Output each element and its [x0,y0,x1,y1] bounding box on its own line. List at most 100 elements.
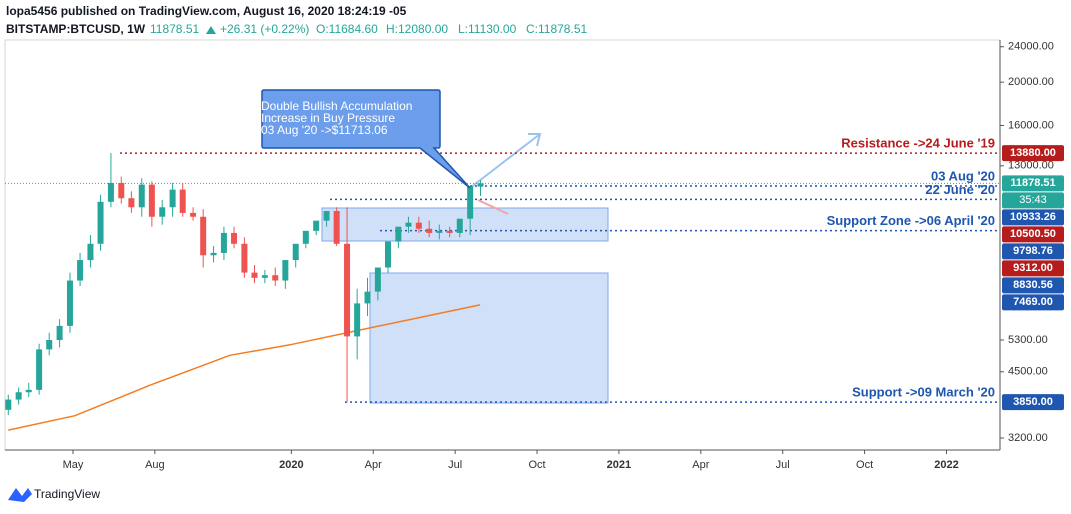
candle-body [159,207,166,217]
candle-body [87,243,94,261]
price-tag-label: 13880.00 [1010,147,1056,159]
support-zone [369,272,609,404]
annotation-label: Resistance ->24 June '19 [841,136,995,151]
price-tag [1002,145,1064,162]
candle-body [66,280,73,326]
callout-box [261,89,471,189]
annotation-label: Support Zone ->06 April '20 [827,213,995,228]
x-tick-label: 2022 [934,459,958,471]
close: C:11878.51 [526,22,587,36]
brand: TradingView [34,487,100,501]
x-tick-label: Apr [692,459,709,471]
symbol: BITSTAMP:BTCUSD, 1W [6,22,146,36]
accumulation-zone [321,207,609,242]
price-tag [1002,175,1064,192]
price-tag [1002,243,1064,260]
price-tag-label: 10500.50 [1010,228,1056,240]
x-tick-label: Aug [145,459,165,471]
moving-average [8,304,481,431]
price-tag [1002,294,1064,311]
price-tag [1002,226,1064,243]
candle-body [446,230,453,233]
candle-body [395,226,402,242]
x-tick-label: 2021 [607,459,631,471]
price-tag [1002,277,1064,294]
high: H:12080.00 [386,22,448,36]
y-tick-label: 20000.00 [1008,76,1054,88]
callout-line: 03 Aug '20 ->$11713.06 [261,123,388,137]
candle-body [261,275,268,278]
last-price: 11878.51 [150,22,199,36]
candle-body [107,182,114,202]
candle-body [36,349,43,390]
candle-body [405,222,412,227]
publisher: lopa5456 published on TradingView.com, A… [6,4,407,18]
x-tick-label: Oct [856,459,873,471]
y-tick-label: 24000.00 [1008,41,1054,53]
candle-body [384,241,391,268]
down-arrow-line [477,199,509,215]
callout-line: Increase in Buy Pressure [261,111,395,125]
x-tick-label: May [63,459,84,471]
candle-body [467,186,474,219]
price-tag-label: 3850.00 [1013,396,1053,408]
candle-body [128,198,135,208]
annotation-label: 03 Aug '20 [931,168,995,183]
open: O:11684.60 [316,22,378,36]
up-arrow-head [528,133,542,147]
y-tick-label: 16000.00 [1008,119,1054,131]
y-tick-label: 4500.00 [1008,366,1048,378]
candle-body [25,389,32,393]
candle-body [415,222,422,229]
candle-body [138,184,145,208]
price-tag [1002,209,1064,226]
candle-body [292,243,299,261]
countdown-tag [1002,192,1064,209]
candle-body [118,182,125,199]
price-tag [1002,394,1064,411]
candle-body [97,201,104,244]
price-tag-label: 10933.26 [1010,211,1056,223]
logo [8,488,32,502]
candle-body [272,275,279,281]
price-tag-label: 9798.76 [1013,245,1053,257]
low: L:11130.00 [458,22,517,36]
candle-body [200,216,207,256]
candle-body [323,211,330,221]
candle-body [344,243,351,337]
plot: 24000.00 20000.00 16000.00 13000.00 5300.00 4… [5,41,1064,471]
candle-body [169,189,176,208]
price-tag [1002,260,1064,277]
y-tick-label: 13000.00 [1008,160,1054,172]
x-tick-label: Jul [448,459,462,471]
candle-body [436,230,443,233]
candle-body [179,189,186,213]
y-tick-label: 3200.00 [1008,432,1048,444]
candle-body [241,243,248,273]
x-tick-label: 2020 [279,459,303,471]
x-tick-label: Oct [528,459,545,471]
candle-body [282,260,289,281]
candle-body [364,291,371,304]
up-arrow-line [469,133,541,189]
candle-body [46,340,53,350]
price-tag-label: 11878.51 [1010,177,1055,189]
up-arrow [206,26,216,34]
candle-body [302,230,309,244]
candle-body [251,272,258,278]
countdown: 35:43 [1019,194,1047,206]
annotation-label: 22 June '20 [925,182,995,197]
candle-body [77,260,84,281]
candle-body [5,399,12,410]
x-tick-label: Apr [365,459,382,471]
change: +26.31 (+0.22%) [220,22,309,36]
y-tick-label: 5300.00 [1008,334,1048,346]
candle-body [148,184,155,217]
candle-body [190,212,197,217]
candle-body [210,252,217,256]
candle-body [15,392,22,400]
candle-body [456,218,463,233]
annotation-label: Support ->09 March '20 [852,385,995,400]
x-tick-label: Jul [776,459,790,471]
